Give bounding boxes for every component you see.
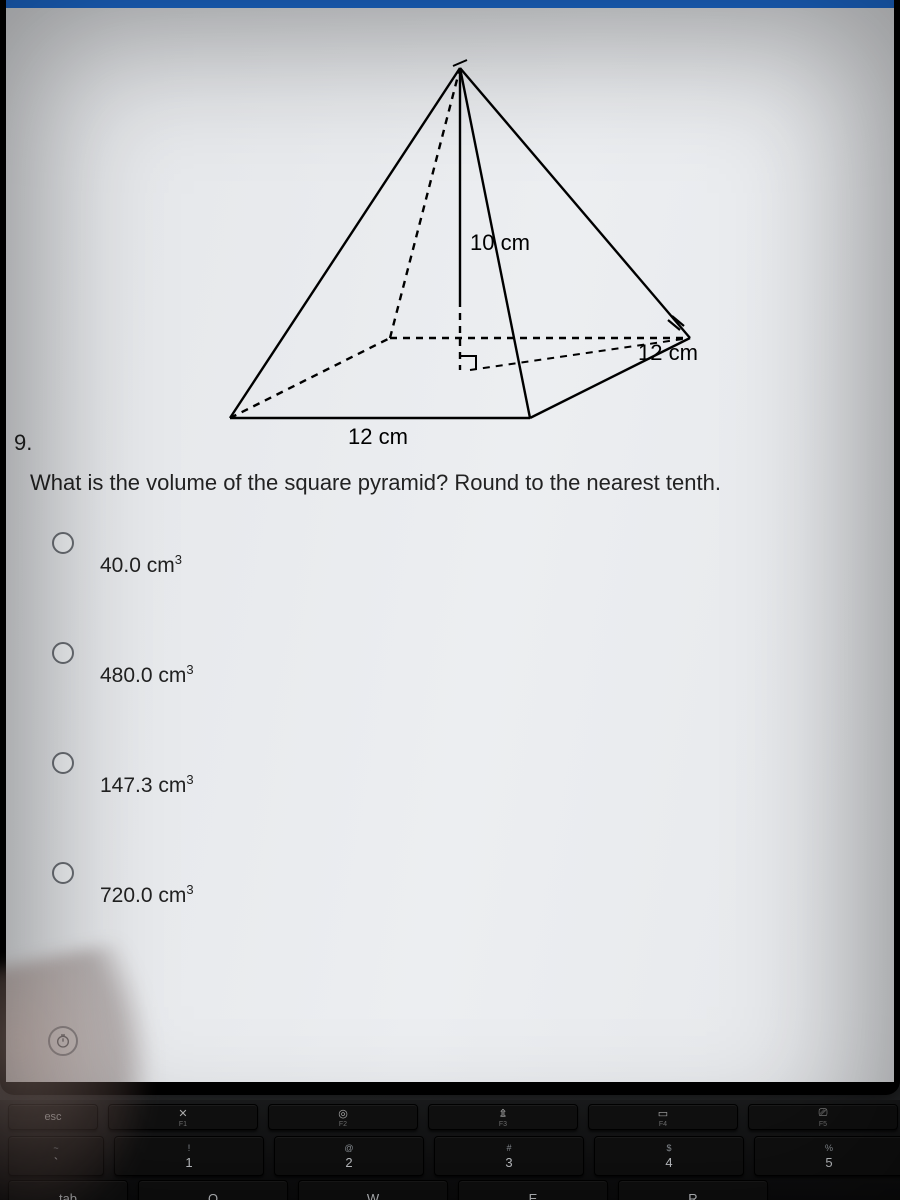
- option-c[interactable]: 147.3 cm3: [52, 750, 894, 798]
- esc-key: esc: [8, 1104, 98, 1130]
- fn-key: ✕F1: [108, 1104, 258, 1130]
- number-key: !1: [114, 1136, 264, 1176]
- fn-key: ◎F2: [268, 1104, 418, 1130]
- base-side-label: 12 cm: [638, 340, 698, 365]
- option-b[interactable]: 480.0 cm3: [52, 640, 894, 688]
- laptop-bezel: 10 cm 12 cm 12 cm 9. What is the volume …: [0, 0, 900, 1095]
- number-key: ~`: [8, 1136, 104, 1176]
- option-label: 147.3 cm3: [74, 750, 194, 798]
- option-d[interactable]: 720.0 cm3: [52, 860, 894, 908]
- letter-key: R: [618, 1180, 768, 1200]
- browser-top-bar: [6, 0, 894, 8]
- number-key: $4: [594, 1136, 744, 1176]
- radio-icon[interactable]: [52, 862, 74, 884]
- radio-icon[interactable]: [52, 752, 74, 774]
- fn-key: ⇭F3: [428, 1104, 578, 1130]
- fn-key: ▭F4: [588, 1104, 738, 1130]
- timer-icon[interactable]: [48, 1026, 78, 1056]
- option-a[interactable]: 40.0 cm3: [52, 530, 894, 578]
- height-label: 10 cm: [470, 230, 530, 255]
- radio-icon[interactable]: [52, 532, 74, 554]
- option-label: 720.0 cm3: [74, 860, 194, 908]
- letter-key: Q: [138, 1180, 288, 1200]
- fn-key: ⎚F5: [748, 1104, 898, 1130]
- base-front-label: 12 cm: [348, 424, 408, 448]
- pyramid-figure: 10 cm 12 cm 12 cm: [170, 38, 730, 448]
- number-key: #3: [434, 1136, 584, 1176]
- quiz-content: 10 cm 12 cm 12 cm 9. What is the volume …: [6, 8, 894, 1082]
- question-number: 9.: [14, 430, 40, 456]
- number-key: %5: [754, 1136, 900, 1176]
- laptop-keyboard: esc ✕F1 ◎F2 ⇭F3 ▭F4 ⎚F5 ~`!1@2#3$4%5 tab QWER: [0, 1100, 900, 1200]
- question-text: What is the volume of the square pyramid…: [6, 456, 894, 496]
- option-label: 480.0 cm3: [74, 640, 194, 688]
- option-label: 40.0 cm3: [74, 530, 182, 578]
- number-key: @2: [274, 1136, 424, 1176]
- answer-options: 40.0 cm3 480.0 cm3 147.3 cm3: [6, 496, 894, 908]
- letter-key: E: [458, 1180, 608, 1200]
- radio-icon[interactable]: [52, 642, 74, 664]
- screen: 10 cm 12 cm 12 cm 9. What is the volume …: [6, 0, 894, 1082]
- letter-key: W: [298, 1180, 448, 1200]
- tab-key: tab: [8, 1180, 128, 1200]
